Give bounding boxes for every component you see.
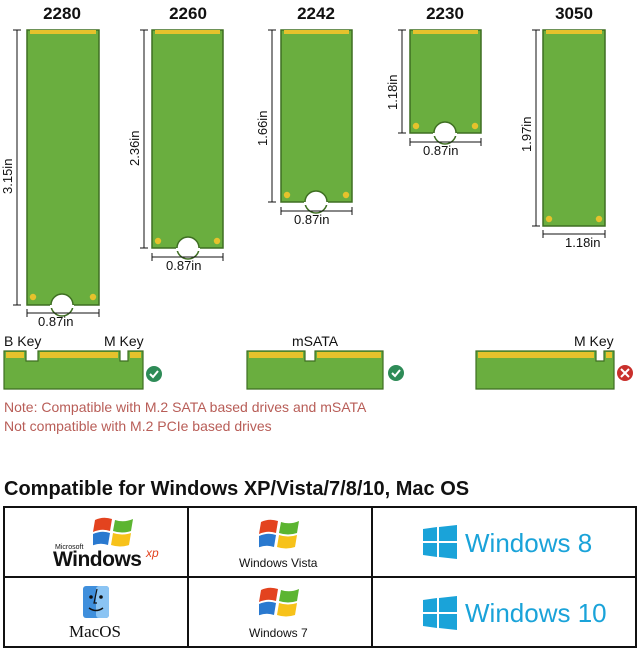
- win10-name: Windows 10: [465, 598, 607, 628]
- cell-windows-8: Windows 8: [371, 506, 637, 578]
- cell-windows-vista: Windows Vista: [187, 506, 373, 578]
- length-dim-2280: 3.15in: [0, 158, 15, 194]
- cell-windows-7: Windows 7: [187, 576, 373, 648]
- width-dim-2242: 0.87in: [294, 212, 330, 227]
- m-key-label: M Key: [104, 333, 144, 349]
- bm-key-connector: [3, 350, 162, 390]
- check-icon: [146, 366, 162, 382]
- vista-name: Windows Vista: [239, 556, 318, 570]
- windows-vista-flag-icon: [259, 519, 299, 549]
- windows-8-logo-icon: [423, 525, 457, 559]
- m-key-only-label: M Key: [574, 333, 614, 349]
- b-key-label: B Key: [4, 333, 42, 349]
- windows-10-logo-icon: [423, 596, 457, 630]
- windows-xp-flag-icon: [93, 517, 133, 547]
- board-2260: [140, 29, 224, 261]
- m-key-connector: [475, 350, 633, 390]
- cell-windows-10: Windows 10: [371, 576, 637, 648]
- size-label-3050: 3050: [555, 4, 593, 23]
- mac-name: MacOS: [69, 622, 121, 641]
- win7-name: Windows 7: [249, 626, 308, 640]
- width-dim-2260: 0.87in: [166, 258, 202, 273]
- length-dim-2242: 1.66in: [255, 110, 270, 146]
- length-dim-2260: 2.36in: [127, 130, 142, 166]
- board-2230: [398, 29, 482, 146]
- xp-brand: Microsoft: [55, 544, 84, 551]
- board-3050: [532, 29, 606, 238]
- key-connector-diagram: [3, 350, 633, 390]
- width-dim-3050: 1.18in: [565, 235, 601, 250]
- note-not-compatible: Not compatible with M.2 PCIe based drive…: [4, 418, 272, 434]
- msata-connector: [246, 350, 404, 390]
- length-dim-2230: 1.18in: [385, 74, 400, 110]
- m2-size-diagram: [13, 29, 606, 317]
- windows-7-flag-icon: [259, 587, 299, 617]
- msata-label: mSATA: [292, 333, 339, 349]
- size-label-2260: 2260: [169, 4, 207, 23]
- check-icon: [388, 365, 404, 381]
- length-dim-3050: 1.97in: [519, 116, 534, 152]
- size-label-2280: 2280: [43, 4, 81, 23]
- size-label-2242: 2242: [297, 4, 335, 23]
- os-table: Microsoft Windows xp Windows Vista Windo…: [3, 506, 637, 648]
- xp-name: Windows: [53, 548, 142, 571]
- note-compatible: Note: Compatible with M.2 SATA based dri…: [4, 399, 367, 415]
- board-2280: [13, 29, 100, 317]
- compat-title: Compatible for Windows XP/Vista/7/8/10, …: [4, 478, 470, 500]
- xp-suffix: xp: [146, 546, 159, 560]
- cell-windows-xp: Microsoft Windows xp: [3, 506, 189, 578]
- board-2242: [268, 29, 353, 215]
- cell-mac-os: MacOS: [3, 576, 189, 648]
- mac-finder-icon: [83, 586, 109, 618]
- width-dim-2280: 0.87in: [38, 314, 74, 329]
- cross-icon: [617, 365, 633, 381]
- win8-name: Windows 8: [465, 528, 593, 558]
- width-dim-2230: 0.87in: [423, 143, 459, 158]
- size-label-2230: 2230: [426, 4, 464, 23]
